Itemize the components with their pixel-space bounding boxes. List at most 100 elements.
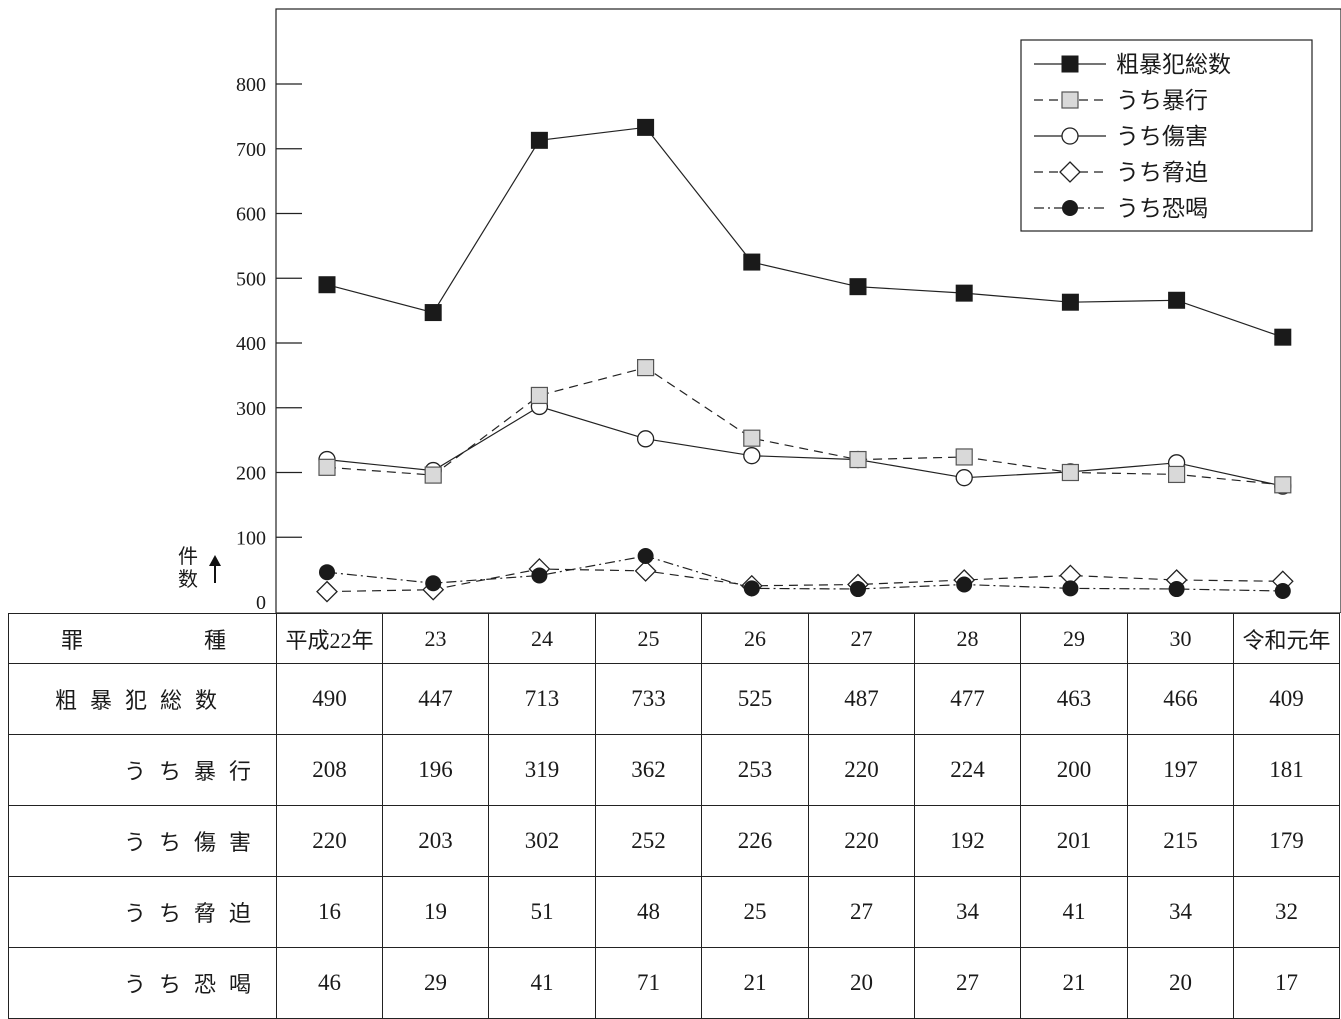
table-header-row: 罪種平成22年 23 24 25 26 27 28 29 30 令和元年 [8, 613, 1340, 664]
table-cell-4-1: 29 [382, 947, 489, 1019]
table-row: 粗暴犯総数 490 447 713 733 525 487 477 463 466 409 [8, 663, 1340, 735]
data-point-0-9 [1274, 328, 1292, 346]
table-cell-1-8: 197 [1127, 734, 1234, 806]
table-cell-1-7: 200 [1020, 734, 1128, 806]
table-cell-3-0: 16 [276, 876, 383, 948]
row-label-4: うち恐喝 [8, 947, 277, 1019]
table-cell-0-1: 447 [382, 663, 489, 735]
table-cell-2-3: 252 [595, 805, 702, 877]
table-header-year-3: 25 [595, 613, 702, 664]
data-point-1-3 [636, 359, 655, 377]
table-cell-2-1: 203 [382, 805, 489, 877]
data-point-1-6 [955, 448, 973, 466]
table-cell-4-7: 21 [1020, 947, 1128, 1019]
y-tick-label-500: 500 [236, 268, 266, 290]
table-cell-3-2: 51 [488, 876, 596, 948]
data-point-4-3 [637, 548, 654, 565]
data-point-1-4 [743, 429, 761, 447]
data-point-4-4 [743, 580, 760, 597]
table-header-year-9: 令和元年 [1233, 613, 1340, 664]
series-line-3 [326, 568, 1283, 593]
row-label-3: うち脅迫 [8, 876, 277, 948]
table-cell-4-9: 17 [1233, 947, 1340, 1019]
table-cell-4-8: 20 [1127, 947, 1234, 1019]
y-tick-label-0: 0 [256, 592, 266, 613]
data-point-0-4 [743, 253, 761, 271]
table-cell-0-8: 466 [1127, 663, 1234, 735]
series-3 [316, 558, 1294, 603]
table-cell-2-8: 215 [1127, 805, 1234, 877]
data-point-3-3 [634, 560, 657, 582]
data-point-4-8 [1168, 581, 1185, 598]
series-line-1 [326, 366, 1283, 486]
series-2 [318, 397, 1292, 495]
table-cell-1-6: 224 [914, 734, 1021, 806]
table-cell-4-2: 41 [488, 947, 596, 1019]
data-point-2-6 [955, 469, 973, 487]
table-cell-3-3: 48 [595, 876, 702, 948]
unit-char-2: 数 [178, 567, 198, 591]
table-cell-4-3: 71 [595, 947, 702, 1019]
data-point-4-2 [531, 567, 548, 584]
y-tick-label-200: 200 [236, 463, 266, 485]
up-arrow-icon [209, 555, 221, 566]
table-cell-2-2: 302 [488, 805, 596, 877]
legend-marker-1 [1061, 91, 1079, 109]
data-point-1-8 [1167, 465, 1186, 484]
table-cell-3-9: 32 [1233, 876, 1340, 948]
legend-label-4: うち恐喝 [1116, 196, 1208, 222]
legend-marker-2 [1061, 127, 1079, 145]
legend-marker-0 [1061, 55, 1079, 73]
table-header-crime-type: 罪種 [8, 613, 277, 664]
table-cell-0-5: 487 [808, 663, 915, 735]
data-point-4-1 [425, 575, 442, 592]
data-table: 罪種平成22年 23 24 25 26 27 28 29 30 令和元年 粗暴犯総数 490 447 71… [8, 613, 1340, 1019]
data-point-2-3 [636, 430, 655, 448]
legend-marker-3 [1059, 161, 1081, 183]
data-point-4-7 [1062, 580, 1079, 597]
table-cell-0-7: 463 [1020, 663, 1128, 735]
data-point-0-3 [637, 118, 655, 136]
data-point-1-9 [1274, 476, 1292, 494]
legend-label-2: うち傷害 [1116, 124, 1208, 150]
data-point-4-0 [319, 564, 335, 581]
y-tick-label-300: 300 [236, 398, 266, 420]
table-cell-0-3: 733 [595, 663, 702, 735]
table-header-year-2: 24 [488, 613, 596, 664]
data-point-0-2 [530, 131, 548, 149]
legend-label-1: うち暴行 [1116, 88, 1208, 114]
table-cell-0-9: 409 [1233, 663, 1340, 735]
legend-marker-4 [1062, 200, 1078, 216]
table-cell-2-5: 220 [808, 805, 915, 877]
y-axis-unit-label: 件 数 [178, 544, 221, 591]
table-cell-4-4: 21 [701, 947, 809, 1019]
table-header-year-4: 26 [701, 613, 809, 664]
row-label-0: 粗暴犯総数 [8, 663, 277, 735]
table-cell-3-6: 34 [914, 876, 1021, 948]
data-point-4-6 [956, 576, 973, 593]
y-tick-label-100: 100 [236, 527, 266, 549]
data-point-1-0 [318, 458, 336, 476]
table-header-year-5: 27 [808, 613, 915, 664]
series-0 [318, 118, 1292, 346]
data-point-4-9 [1274, 582, 1291, 599]
y-tick-label-600: 600 [236, 204, 266, 226]
y-tick-label-700: 700 [236, 139, 266, 161]
data-point-3-0 [316, 580, 338, 603]
data-point-0-1 [424, 304, 442, 322]
table-row: うち傷害 220 203 302 252 226 220 192 201 215 179 [8, 805, 1340, 877]
table-cell-2-9: 179 [1233, 805, 1340, 877]
row-label-2: うち傷害 [8, 805, 277, 877]
series-4 [319, 548, 1291, 599]
data-point-2-4 [743, 447, 761, 465]
data-point-1-5 [849, 450, 867, 469]
table-header-char-1: 種 [203, 628, 226, 654]
table-cell-0-2: 713 [488, 663, 596, 735]
data-point-0-7 [1061, 293, 1079, 311]
unit-char-1: 件 [178, 544, 198, 568]
table-cell-2-6: 192 [914, 805, 1021, 877]
table-cell-2-7: 201 [1020, 805, 1128, 877]
table-header-year-6: 28 [914, 613, 1021, 664]
table-header-char-0: 罪 [61, 628, 84, 654]
